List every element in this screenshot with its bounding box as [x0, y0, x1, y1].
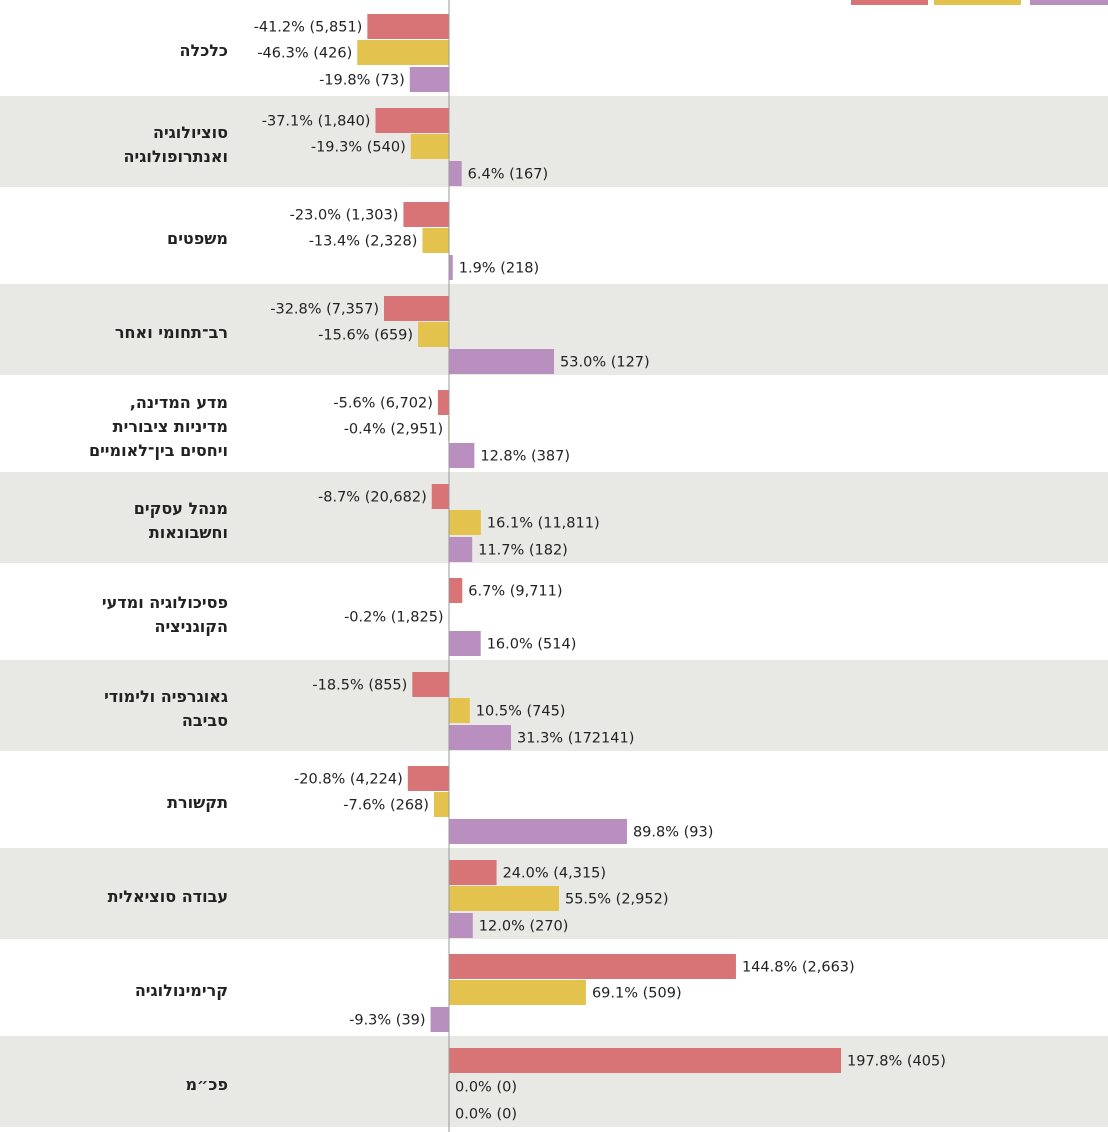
data-label: -18.5% (855)	[312, 678, 407, 694]
category-label: סוציולוגיה ואנתרופולוגיה	[123, 122, 228, 166]
bar	[403, 202, 449, 227]
data-label: 6.4% (167)	[468, 167, 548, 183]
bar	[383, 296, 449, 321]
data-label: 55.5% (2,952)	[565, 892, 669, 908]
bar	[431, 484, 449, 509]
data-label: -41.2% (5,851)	[254, 20, 363, 36]
bar	[449, 954, 736, 979]
bar	[410, 134, 449, 159]
data-label: 89.8% (93)	[633, 825, 713, 841]
data-label: -0.4% (2,951)	[344, 422, 444, 438]
data-label: 0.0% (0)	[455, 1080, 517, 1096]
row-band	[0, 472, 1108, 563]
data-label: -8.7% (20,682)	[318, 490, 427, 506]
bar	[449, 631, 481, 656]
category-label: עבודה סוציאלית	[107, 886, 228, 906]
bar	[430, 1007, 449, 1032]
bar	[449, 725, 512, 750]
category-label: משפטים	[167, 228, 228, 248]
category-label: מדע המדינה, מדיניות ציבורית ויחסים בין־ל…	[88, 392, 228, 460]
data-label: 0.0% (0)	[455, 1107, 517, 1123]
category-label: מנהל עסקים וחשבונאות	[133, 498, 228, 542]
row-band	[0, 96, 1108, 187]
data-label: -15.6% (659)	[318, 328, 413, 344]
bar	[407, 766, 449, 791]
data-label: 24.0% (4,315)	[503, 866, 607, 882]
data-label: 6.7% (9,711)	[468, 584, 562, 600]
category-label: פכ״מ	[185, 1074, 228, 1094]
data-label: -23.0% (1,303)	[290, 208, 399, 224]
bar	[449, 443, 475, 468]
legend-swatch	[1030, 0, 1108, 5]
legend-swatch	[851, 0, 928, 5]
category-label: תקשורת	[167, 792, 228, 812]
row-band	[0, 660, 1108, 751]
category-label: קרימינולוגיה	[134, 980, 228, 1000]
bar	[449, 913, 473, 938]
bar	[449, 886, 559, 911]
data-label: 69.1% (509)	[592, 986, 682, 1002]
data-label: -37.1% (1,840)	[262, 114, 371, 130]
bar	[449, 537, 473, 562]
bar	[357, 40, 449, 65]
data-label: -19.8% (73)	[319, 73, 405, 89]
bar	[433, 792, 449, 817]
category-label: רב־תחומי ואחר	[114, 322, 228, 342]
data-label: 10.5% (745)	[476, 704, 566, 720]
bar	[409, 67, 449, 92]
legend-swatch	[934, 0, 1021, 5]
data-label: 16.1% (11,811)	[487, 516, 600, 532]
data-label: -0.2% (1,825)	[344, 610, 444, 626]
data-label: 53.0% (127)	[560, 355, 650, 371]
bar	[449, 161, 462, 186]
bar	[418, 322, 449, 347]
bar	[449, 1048, 841, 1073]
data-label: -19.3% (540)	[311, 140, 406, 156]
bar	[449, 349, 555, 374]
bar	[449, 819, 627, 844]
data-label: 1.9% (218)	[459, 261, 539, 277]
bar	[367, 14, 449, 39]
bar	[449, 255, 453, 280]
data-label: 12.0% (270)	[479, 919, 569, 935]
bar	[437, 390, 449, 415]
data-label: 144.8% (2,663)	[742, 960, 855, 976]
category-label: פסיכולוגיה ומדעי הקוגניציה	[101, 592, 228, 636]
bar	[449, 510, 481, 535]
data-label: 16.0% (514)	[487, 637, 577, 653]
bar	[449, 860, 497, 885]
category-label: כלכלה	[179, 40, 228, 60]
data-label: -32.8% (7,357)	[270, 302, 379, 318]
bar	[412, 672, 449, 697]
data-label: 11.7% (182)	[478, 543, 568, 559]
data-label: -9.3% (39)	[349, 1013, 425, 1029]
data-label: 197.8% (405)	[847, 1054, 946, 1070]
bar	[449, 698, 470, 723]
bar	[422, 228, 449, 253]
data-label: -5.6% (6,702)	[333, 396, 433, 412]
data-label: 31.3% (172141)	[517, 731, 634, 747]
bar	[449, 578, 463, 603]
bar	[375, 108, 449, 133]
data-label: -7.6% (268)	[343, 798, 429, 814]
data-label: -46.3% (426)	[257, 46, 352, 62]
bar	[449, 980, 586, 1005]
data-label: -20.8% (4,224)	[294, 772, 403, 788]
data-label: 12.8% (387)	[480, 449, 570, 465]
category-label: גאוגרפיה ולימודי סביבה	[104, 686, 228, 730]
data-label: -13.4% (2,328)	[309, 234, 418, 250]
